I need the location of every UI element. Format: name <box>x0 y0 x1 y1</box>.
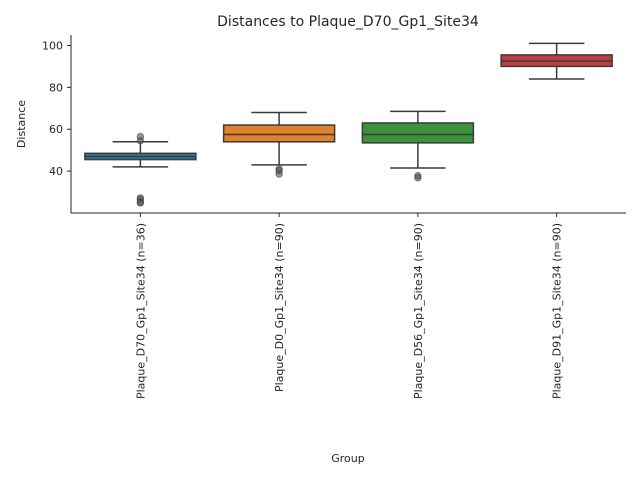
box-2 <box>361 122 475 144</box>
y-tick-label-1: 60 <box>49 123 63 136</box>
box-1 <box>222 124 336 143</box>
x-tick-label-0: Plaque_D70_Gp1_Site34 (n=36) <box>134 223 147 399</box>
x-axis-label: Group <box>331 452 365 465</box>
flier-0-1 <box>136 137 145 145</box>
chart-title: Distances to Plaque_D70_Gp1_Site34 <box>217 14 479 30</box>
x-tick-label-2: Plaque_D56_Gp1_Site34 (n=90) <box>412 223 425 399</box>
y-axis-label: Distance <box>15 100 28 148</box>
x-tick-label-1: Plaque_D0_Gp1_Site34 (n=90) <box>273 223 286 392</box>
flier-0-5 <box>136 199 145 207</box>
flier-1-2 <box>275 170 283 178</box>
flier-2-1 <box>414 174 422 182</box>
y-tick-label-0: 40 <box>49 165 63 178</box>
y-tick-label-3: 100 <box>42 39 63 52</box>
y-tick-label-2: 80 <box>49 81 63 94</box>
plot-area: 40 60 80 100 Plaque_D70_Gp1_Site34 (n=36) Pla… <box>42 35 626 399</box>
x-tick-label-3: Plaque_D91_Gp1_Site34 (n=90) <box>551 223 564 399</box>
